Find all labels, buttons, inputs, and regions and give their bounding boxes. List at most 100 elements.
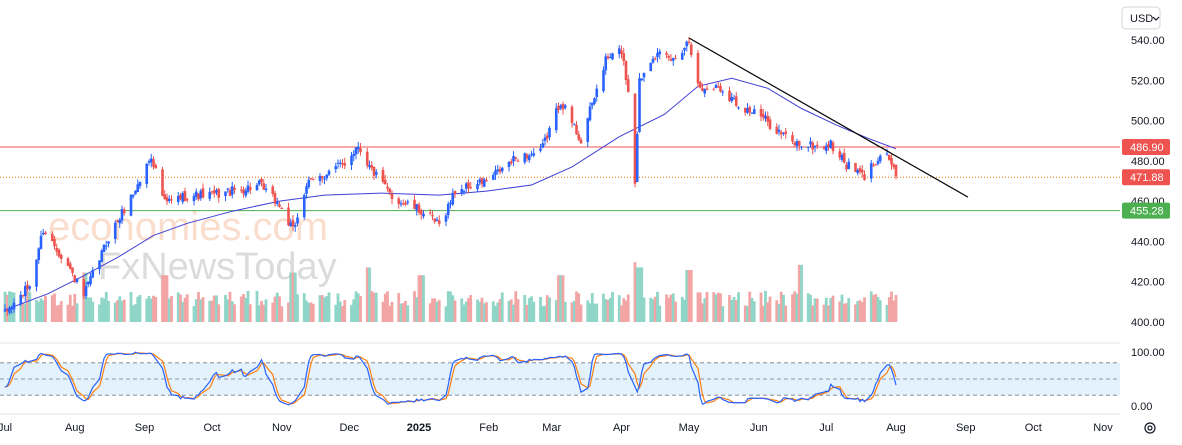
candle-body [161,169,164,196]
candle-body [572,124,576,126]
candle-body [797,141,801,146]
volume-bar [878,300,882,322]
volume-bar [687,270,691,322]
candle-body [255,184,259,191]
support-label: 455.28 [1130,206,1164,218]
candle-body [374,171,378,175]
volume-bar [840,294,844,322]
candle-body [89,276,92,285]
candle-body [593,98,596,104]
candle-body [325,174,329,179]
candle-body [165,197,169,202]
candle-body [68,263,72,269]
candle-body [113,222,117,240]
volume-bar [478,301,482,322]
volume-bar [737,292,740,322]
volume-bar [289,272,293,322]
volume-bar [563,301,567,322]
candle-body [698,81,702,88]
volume-bar [136,296,140,322]
candle-body [336,162,340,164]
volume-bar [685,270,689,322]
candle-body [291,220,295,227]
volume-bar [167,298,171,322]
volume-bar [44,295,47,322]
candle-body [869,163,873,179]
volume-bar [215,295,218,322]
volume-bar [118,296,122,322]
volume-bar [577,293,581,322]
candle-body [779,132,783,135]
candle-body [539,148,542,151]
candle-body [21,295,25,297]
candle-body [397,198,401,204]
volume-bar [307,302,311,322]
volume-bar [21,302,25,322]
volume-bar [602,293,605,322]
candle-body [275,201,279,205]
candle-body [383,179,387,185]
candle-body [19,294,23,305]
candle-body [28,286,32,289]
volume-bar [593,303,596,322]
candle-body [467,182,470,189]
volume-bar [68,294,72,322]
volume-bar [201,297,205,322]
volume-bar [608,297,612,322]
candle-body [557,105,560,110]
candle-body [590,102,594,106]
volume-bar [161,275,164,322]
candle-body [460,189,464,194]
candle-body [431,215,434,217]
candle-body [775,126,779,134]
candle-body [122,209,126,214]
candle-body [167,198,171,201]
candle-body [388,188,392,193]
candle-body [35,259,38,287]
candle-body [516,160,520,162]
candle-body [86,281,90,285]
candle-body [829,140,833,149]
volume-bar [428,303,432,322]
price-tick-label: 500.00 [1131,116,1165,128]
currency-button[interactable]: USD [1121,6,1161,30]
candle-body [334,166,338,170]
candle-body [352,153,356,157]
volume-bar [894,295,898,322]
candle-body [512,155,515,162]
volume-bar [210,300,214,322]
candle-body [626,79,630,92]
volume-bar [831,295,835,322]
volume-bar [230,301,234,322]
candle-body [845,164,848,170]
volume-bar [500,292,504,322]
volume-bar [435,301,439,322]
volume-bar [212,295,216,322]
candle-body [370,165,374,168]
candle-body [152,159,155,167]
candle-body [617,48,621,55]
volume-bar [665,294,668,322]
candle-body [766,115,770,122]
volume-bar [806,293,810,322]
volume-bar [352,299,356,322]
time-tick-label: May [679,422,700,434]
candle-body [296,217,299,224]
volume-bar [622,298,626,322]
volume-bar [611,291,614,322]
stochastic-tick-label: 100.00 [1131,347,1165,359]
candle-body [705,88,709,90]
candle-body [84,286,88,296]
candle-body [840,154,844,160]
candle-body [894,164,898,177]
volume-bar [134,304,137,322]
volume-bar [595,303,599,322]
candle-body [37,248,41,261]
volume-bar [257,305,261,322]
settings-gear-icon[interactable] [1144,422,1156,434]
volume-bar [689,270,693,322]
candle-body [453,190,457,195]
volume-bar [154,297,158,322]
candle-body [390,193,394,199]
volume-bar [876,296,880,322]
